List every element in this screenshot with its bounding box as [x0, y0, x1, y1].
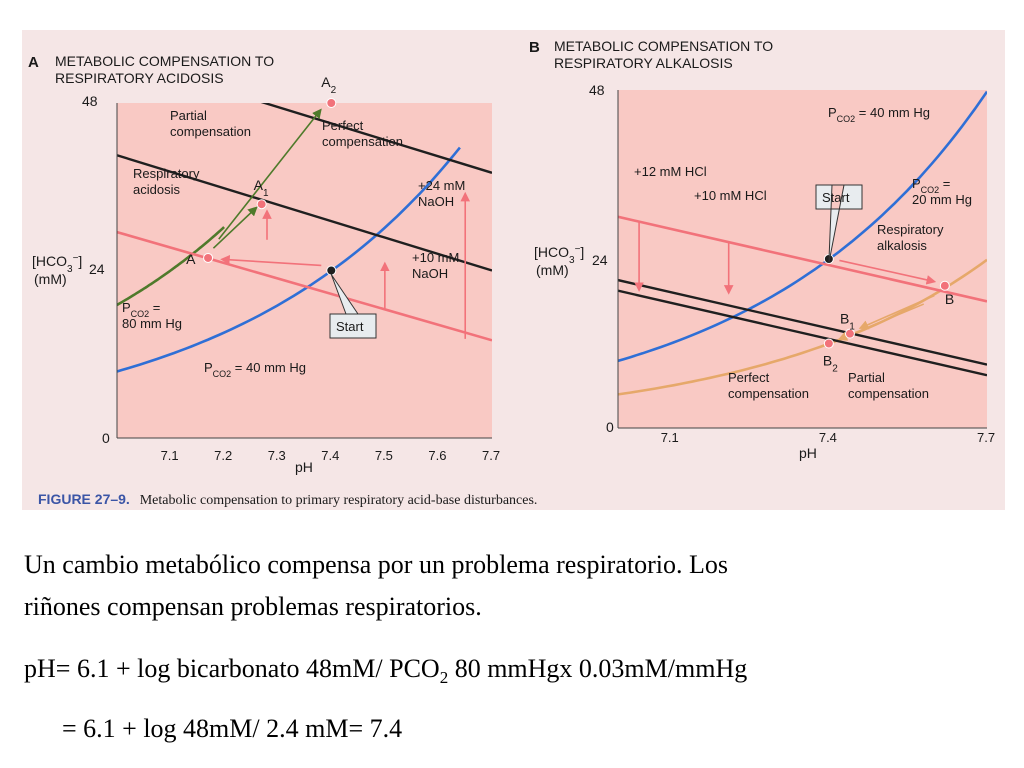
- annotation-a-pco80: PCO2 =: [122, 300, 160, 319]
- panel-a-xtick: 7.2: [214, 448, 232, 463]
- series-line-a-0: [117, 226, 225, 307]
- annotation-b-perfect: Perfect: [728, 370, 770, 385]
- start-label: Start: [336, 319, 364, 334]
- annotation-a-respacid: acidosis: [133, 182, 180, 197]
- panel-b-ytick-48: 48: [589, 82, 605, 98]
- series-line-a-2: [117, 230, 492, 342]
- point-a-a: [203, 252, 214, 263]
- panel-b-ylabel-line2: (mM): [536, 262, 569, 278]
- annotation-a-respacid: Respiratory: [133, 166, 200, 181]
- point-a-start: [326, 265, 337, 276]
- annotation-b-12hcl: +12 mM HCl: [634, 164, 707, 179]
- series-line-a-4: [260, 103, 492, 174]
- arrow-b-to-b1: [858, 294, 935, 330]
- panel-b-xtick: 7.1: [661, 430, 679, 445]
- annotation-b-respalk: Respiratory: [877, 222, 944, 237]
- body-text-line-2: riñones compensan problemas respiratorio…: [24, 592, 482, 621]
- panel-b-xtick: 7.7: [977, 430, 995, 445]
- panel-a-xtick: 7.1: [161, 448, 179, 463]
- equation-line-2: = 6.1 + log 48mM/ 2.4 mM= 7.4: [62, 714, 403, 743]
- panel-a-letter: A: [28, 54, 39, 71]
- point-b-b2: [823, 338, 834, 349]
- annotation-a-partial: Partial: [170, 108, 207, 123]
- body-text-line-1: Un cambio metabólico compensa por un pro…: [24, 550, 728, 579]
- equation-part-1: pH= 6.1 + log bicarbonato 48mM/ PCO: [24, 654, 440, 683]
- arrow-a-to-a1: [212, 206, 258, 249]
- arrow-start-to-b: [839, 259, 937, 285]
- annotation-a-pco80: 80 mm Hg: [122, 316, 182, 331]
- panel-a-xlabel: pH: [295, 459, 313, 475]
- start-callout: [329, 274, 377, 339]
- series-line-b-0: [618, 90, 987, 363]
- panel-b-letter: B: [529, 39, 540, 56]
- annotation-a-partial: compensation: [170, 124, 251, 139]
- series-line-b-4: [618, 289, 987, 377]
- equation-line-1: pH= 6.1 + log bicarbonato 48mM/ PCO2 80 …: [24, 652, 1004, 695]
- point-b-b: [939, 280, 950, 291]
- figure-caption-text: Metabolic compensation to primary respir…: [140, 493, 538, 508]
- series-line-a-3: [117, 154, 492, 272]
- panel-a-xtick: 7.7: [482, 448, 500, 463]
- point-a-a2: [326, 98, 337, 108]
- panel-a-ylabel-line2: (mM): [34, 271, 67, 287]
- equation-part-2: 80 mmHgx 0.03mM/mmHg: [448, 654, 748, 683]
- point-label-b: B: [945, 291, 954, 307]
- start-callout: [815, 184, 863, 264]
- panel-a-ytick-48: 48: [82, 93, 98, 109]
- panel-a-ytick-0: 0: [102, 430, 110, 446]
- annotation-a-pco40: PCO2 = 40 mm Hg: [204, 360, 306, 379]
- annotation-a-perfect: Perfect: [322, 118, 364, 133]
- annotation-b-partial: Partial: [848, 370, 885, 385]
- start-label: Start: [822, 190, 850, 205]
- panel-a-title-line1: METABOLIC COMPENSATION TO: [55, 53, 274, 69]
- panel-a: A METABOLIC COMPENSATION TO RESPIRATORY …: [28, 53, 500, 475]
- arrow-start-to-a: [220, 255, 322, 267]
- panel-b-ytick-24: 24: [592, 252, 608, 268]
- panel-a-xtick: 7.3: [268, 448, 286, 463]
- annotation-b-10hcl: +10 mM HCl: [694, 188, 767, 203]
- point-a-a1: [256, 199, 267, 210]
- figure-caption: FIGURE 27–9. Metabolic compensation to p…: [38, 491, 537, 508]
- annotation-b-pco20: PCO2 =: [912, 176, 950, 195]
- annotation-a-24naoh: +24 mM: [418, 178, 465, 193]
- annotation-a-perfect: compensation: [322, 134, 403, 149]
- textbook-figure: A METABOLIC COMPENSATION TO RESPIRATORY …: [22, 30, 1005, 510]
- series-line-b-2: [618, 215, 987, 303]
- figure-caption-label: FIGURE 27–9.: [38, 491, 130, 507]
- panel-a-title-line2: RESPIRATORY ACIDOSIS: [55, 70, 224, 86]
- panel-a-plot-area: [117, 103, 492, 438]
- annotation-b-respalk: alkalosis: [877, 238, 927, 253]
- annotation-a-24naoh: NaOH: [418, 194, 454, 209]
- panel-b-title-line1: METABOLIC COMPENSATION TO: [554, 38, 773, 54]
- equation-subscript: 2: [439, 668, 449, 688]
- annotation-b-pco20: 20 mm Hg: [912, 192, 972, 207]
- annotation-b-perfect: compensation: [728, 386, 809, 401]
- point-b-b1: [844, 328, 855, 339]
- panel-b-title-line2: RESPIRATORY ALKALOSIS: [554, 55, 733, 71]
- panel-b-ytick-0: 0: [606, 419, 614, 435]
- series-line-b-3: [618, 278, 987, 366]
- panel-b-xtick: 7.4: [819, 430, 837, 445]
- series-line-a-1: [117, 146, 461, 373]
- panel-a-ytick-24: 24: [89, 261, 105, 277]
- panel-b-xlabel: pH: [799, 445, 817, 461]
- panel-a-xtick: 7.6: [428, 448, 446, 463]
- annotation-b-pco40: PCO2 = 40 mm Hg: [828, 105, 930, 124]
- point-label-a: A: [186, 251, 196, 267]
- panel-a-xtick: 7.5: [375, 448, 393, 463]
- panel-a-xtick: 7.4: [321, 448, 339, 463]
- annotation-b-partial: compensation: [848, 386, 929, 401]
- arrow-a-to-a2: [218, 108, 322, 240]
- annotation-a-10naoh: +10 mM: [412, 250, 459, 265]
- annotation-a-10naoh: NaOH: [412, 266, 448, 281]
- panel-b: B METABOLIC COMPENSATION TO RESPIRATORY …: [529, 38, 995, 461]
